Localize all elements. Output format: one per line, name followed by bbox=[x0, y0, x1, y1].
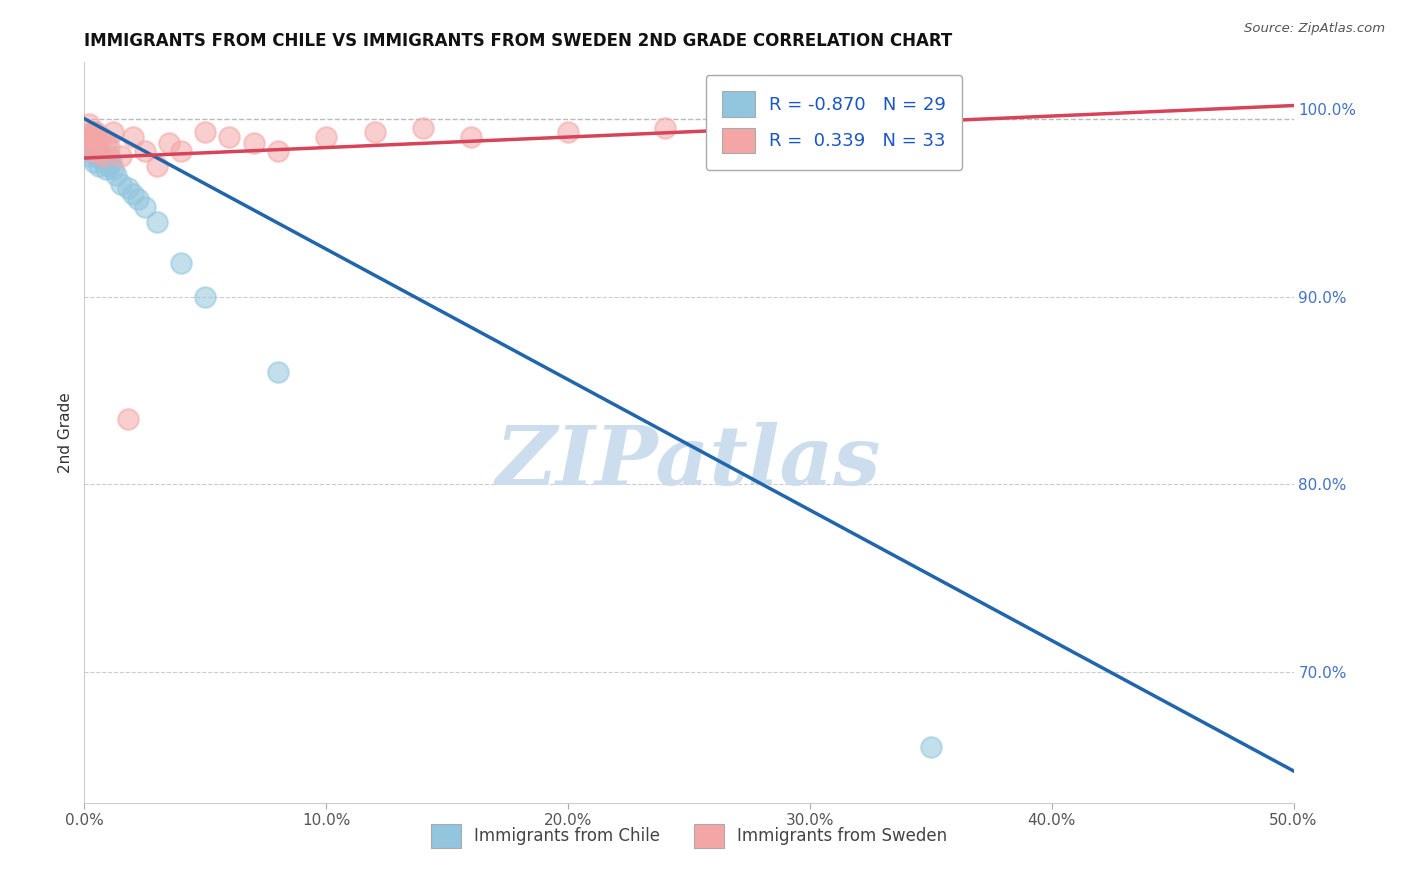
Point bbox=[77, 140, 100, 154]
Point bbox=[557, 125, 579, 139]
Point bbox=[90, 130, 112, 145]
Point bbox=[460, 130, 482, 145]
Point bbox=[315, 130, 337, 145]
Point bbox=[97, 140, 120, 154]
Point bbox=[97, 159, 120, 173]
Point bbox=[127, 192, 149, 206]
Text: IMMIGRANTS FROM CHILE VS IMMIGRANTS FROM SWEDEN 2ND GRADE CORRELATION CHART: IMMIGRANTS FROM CHILE VS IMMIGRANTS FROM… bbox=[84, 32, 953, 50]
Point bbox=[100, 154, 122, 169]
Point bbox=[83, 154, 105, 169]
Point bbox=[94, 162, 117, 177]
Point bbox=[121, 186, 143, 201]
Point bbox=[87, 159, 110, 173]
Point bbox=[134, 200, 156, 214]
Point bbox=[80, 136, 103, 150]
Point bbox=[86, 140, 108, 154]
Point bbox=[104, 168, 127, 182]
Point bbox=[146, 215, 169, 229]
Point bbox=[86, 125, 108, 139]
Point bbox=[93, 154, 115, 169]
Point bbox=[83, 136, 105, 150]
Point bbox=[117, 181, 139, 195]
Point bbox=[134, 144, 156, 158]
Point bbox=[76, 140, 98, 154]
Point bbox=[121, 130, 143, 145]
Point bbox=[76, 130, 98, 145]
Point bbox=[920, 739, 942, 754]
Point bbox=[77, 117, 100, 131]
Point bbox=[157, 136, 180, 150]
Point bbox=[146, 159, 169, 173]
Point bbox=[83, 130, 105, 145]
Text: Source: ZipAtlas.com: Source: ZipAtlas.com bbox=[1244, 22, 1385, 36]
Point bbox=[103, 162, 125, 177]
Point bbox=[87, 144, 110, 158]
Point bbox=[170, 144, 193, 158]
Point bbox=[94, 136, 117, 150]
Point bbox=[110, 149, 132, 163]
Point bbox=[170, 256, 193, 270]
Point bbox=[218, 130, 240, 145]
Point bbox=[83, 125, 105, 139]
Point bbox=[242, 136, 264, 150]
Point bbox=[93, 149, 115, 163]
Point bbox=[267, 144, 290, 158]
Point bbox=[267, 365, 290, 379]
Point bbox=[412, 121, 434, 136]
Point bbox=[80, 125, 103, 139]
Point bbox=[775, 117, 797, 131]
Point bbox=[87, 144, 110, 158]
Point bbox=[80, 144, 103, 158]
Point bbox=[86, 149, 108, 163]
Point bbox=[77, 130, 100, 145]
Point bbox=[194, 290, 217, 304]
Point bbox=[363, 125, 385, 139]
Point bbox=[97, 149, 120, 163]
Point bbox=[117, 411, 139, 425]
Point bbox=[872, 121, 894, 136]
Y-axis label: 2nd Grade: 2nd Grade bbox=[58, 392, 73, 473]
Point bbox=[103, 125, 125, 139]
Point bbox=[90, 149, 112, 163]
Point bbox=[110, 178, 132, 192]
Text: ZIPatlas: ZIPatlas bbox=[496, 422, 882, 502]
Point bbox=[654, 121, 676, 136]
Point bbox=[194, 125, 217, 139]
Point bbox=[77, 149, 100, 163]
Legend: Immigrants from Chile, Immigrants from Sweden: Immigrants from Chile, Immigrants from S… bbox=[418, 811, 960, 861]
Point bbox=[80, 144, 103, 158]
